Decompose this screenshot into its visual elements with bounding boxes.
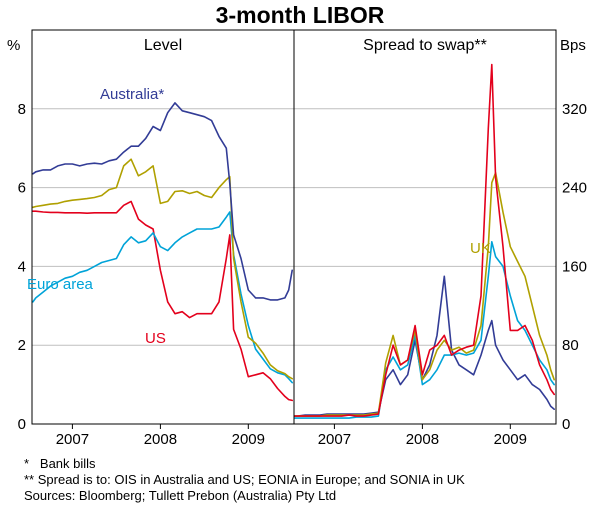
series-us-level [32,200,294,402]
series-euro-area-spread [294,241,556,419]
footnote-bank-bills: * Bank bills [24,456,96,471]
series-australia-level [32,102,294,301]
series-us-spread [294,63,556,417]
panel-title-spread: Spread to swap** [363,37,487,54]
label-euro-area: Euro area [27,276,93,293]
series-uk-spread [294,172,556,417]
left-axis-tick-label: 0 [18,416,26,433]
x-tick-label: 2009 [232,431,265,448]
label-australia: Australia* [100,86,165,103]
footnotes: * Bank bills ** Spread is to: OIS in Aus… [24,456,590,504]
right-axis-tick-label: 80 [562,337,579,354]
right-axis-tick-label: 160 [562,258,587,275]
label-us: US [145,330,166,347]
right-axis-tick-label: 0 [562,416,570,433]
left-axis-tick-label: 4 [18,258,26,275]
series-uk-level [32,158,294,380]
x-tick-label: 2007 [56,431,89,448]
x-tick-label: 2008 [406,431,439,448]
left-axis-tick-label: 6 [18,180,26,197]
panel-title-level: Level [143,37,183,54]
label-uk: UK [470,240,491,257]
series-euro-area-level [32,211,294,384]
right-axis-tick-label: 320 [562,101,587,118]
left-axis-unit: % [7,37,21,54]
footnote-spread-def: ** Spread is to: OIS in Australia and US… [24,472,465,487]
x-tick-label: 2009 [494,431,527,448]
right-axis-tick-label: 240 [562,180,587,197]
x-tick-label: 2008 [144,431,177,448]
x-tick-label: 2007 [318,431,351,448]
footnote-sources: Sources: Bloomberg; Tullett Prebon (Aust… [24,488,337,503]
left-axis-tick-label: 2 [18,337,26,354]
left-axis-tick-label: 8 [18,101,26,118]
chart-title: 3-month LIBOR [215,2,385,28]
right-axis-unit: Bps [560,37,586,54]
series-australia-spread [294,275,556,417]
